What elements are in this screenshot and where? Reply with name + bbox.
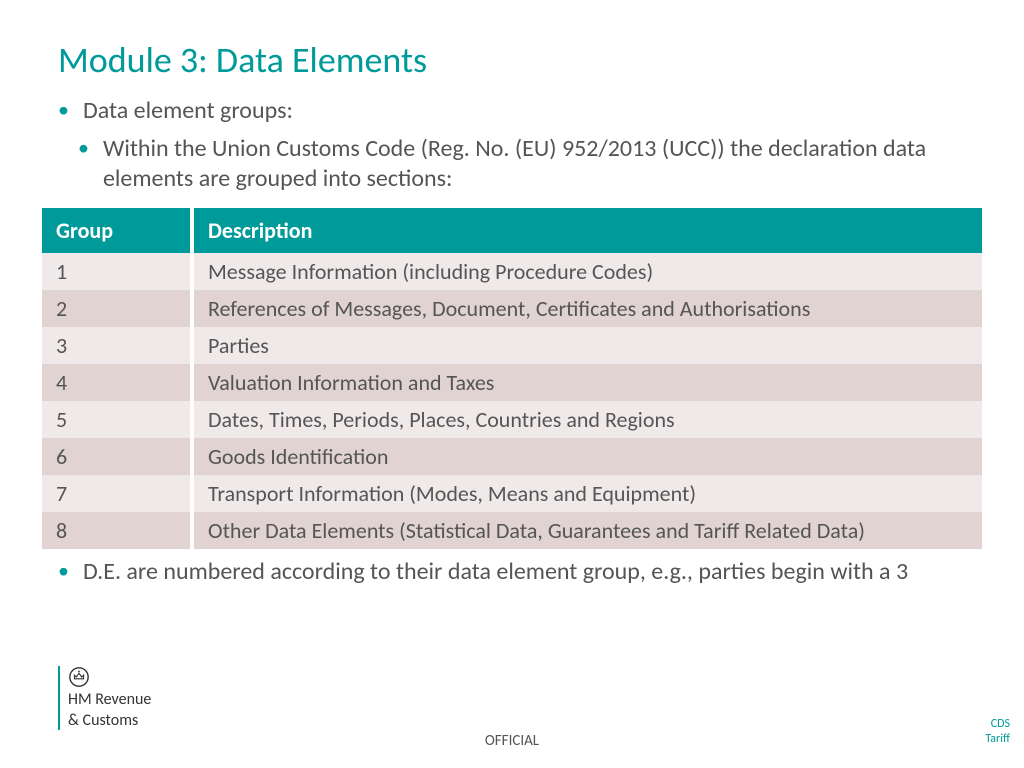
- table-cell-group: 8: [42, 512, 192, 549]
- table-cell-group: 4: [42, 364, 192, 401]
- table-cell-group: 1: [42, 253, 192, 290]
- footer-classification: OFFICIAL: [0, 732, 1024, 750]
- table-cell-description: Valuation Information and Taxes: [192, 364, 982, 401]
- bullet-text: Within the Union Customs Code (Reg. No. …: [103, 134, 964, 194]
- table-row: 1Message Information (including Procedur…: [42, 253, 982, 290]
- table-row: 8Other Data Elements (Statistical Data, …: [42, 512, 982, 549]
- bullet-text: Data element groups:: [83, 96, 293, 126]
- bullet-list-sub: • Within the Union Customs Code (Reg. No…: [0, 134, 1024, 194]
- table-cell-description: References of Messages, Document, Certif…: [192, 290, 982, 327]
- table-cell-group: 5: [42, 401, 192, 438]
- table-cell-description: Other Data Elements (Statistical Data, G…: [192, 512, 982, 549]
- table-container: Group Description 1Message Information (…: [0, 202, 1024, 557]
- bullet-item: • Within the Union Customs Code (Reg. No…: [78, 134, 964, 194]
- table-cell-description: Dates, Times, Periods, Places, Countries…: [192, 401, 982, 438]
- table-cell-group: 6: [42, 438, 192, 475]
- bullet-marker-icon: •: [58, 557, 69, 586]
- table-row: 2References of Messages, Document, Certi…: [42, 290, 982, 327]
- table-row: 7Transport Information (Modes, Means and…: [42, 475, 982, 512]
- data-element-table: Group Description 1Message Information (…: [42, 208, 982, 549]
- table-header-group: Group: [42, 208, 192, 253]
- table-cell-group: 3: [42, 327, 192, 364]
- logo-text-line1: HM Revenue: [68, 690, 151, 709]
- table-cell-description: Message Information (including Procedure…: [192, 253, 982, 290]
- bullet-list: • Data element groups:: [0, 96, 1024, 126]
- table-row: 3Parties: [42, 327, 982, 364]
- bullet-item: • Data element groups:: [58, 96, 974, 126]
- table-cell-group: 7: [42, 475, 192, 512]
- footer-right-label: CDS Tariff: [982, 717, 1010, 746]
- table-row: 5Dates, Times, Periods, Places, Countrie…: [42, 401, 982, 438]
- bullet-text: D.E. are numbered according to their dat…: [83, 557, 908, 587]
- table-cell-group: 2: [42, 290, 192, 327]
- table-cell-description: Transport Information (Modes, Means and …: [192, 475, 982, 512]
- bullet-list: • D.E. are numbered according to their d…: [0, 557, 1024, 587]
- bullet-marker-icon: •: [78, 134, 89, 163]
- bullet-item: • D.E. are numbered according to their d…: [58, 557, 974, 587]
- page-title: Module 3: Data Elements: [0, 0, 1024, 96]
- table-row: 6Goods Identification: [42, 438, 982, 475]
- table-row: 4Valuation Information and Taxes: [42, 364, 982, 401]
- crown-icon: [68, 666, 90, 688]
- table-header-description: Description: [192, 208, 982, 253]
- table-cell-description: Goods Identification: [192, 438, 982, 475]
- hmrc-logo: HM Revenue & Customs: [58, 666, 151, 730]
- bullet-marker-icon: •: [58, 96, 69, 125]
- logo-text-line2: & Customs: [68, 711, 151, 730]
- table-cell-description: Parties: [192, 327, 982, 364]
